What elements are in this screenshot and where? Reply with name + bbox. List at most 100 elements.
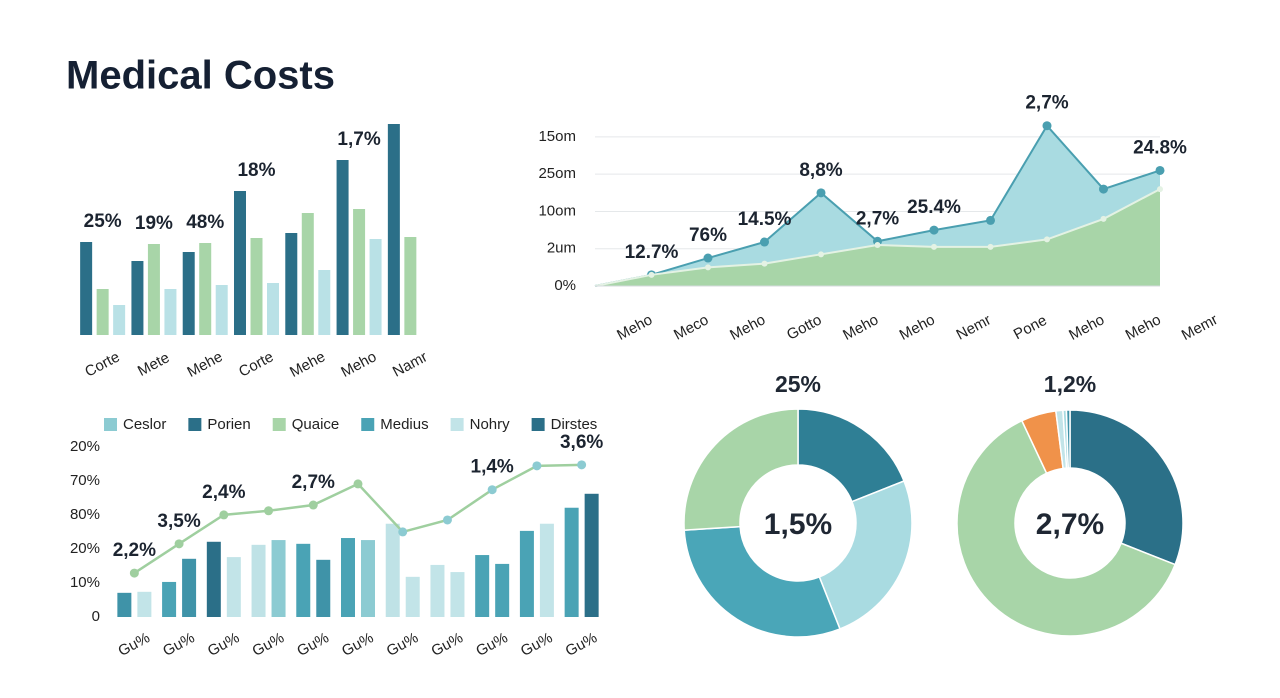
legend-label: Porien — [207, 416, 250, 433]
point — [705, 264, 711, 271]
bar — [234, 191, 246, 335]
bar — [336, 160, 349, 335]
x-tick-label: Corte — [236, 348, 276, 380]
point — [577, 460, 587, 470]
bar — [584, 493, 599, 617]
x-tick-label: Gu% — [115, 629, 152, 660]
legend-label: Dirstes — [551, 416, 598, 433]
x-tick-label: Gu% — [294, 629, 331, 660]
bar — [296, 543, 311, 617]
donut-segment — [1069, 409, 1184, 566]
x-tick-label: Meho — [840, 311, 881, 344]
x-tick-label: Gu% — [563, 629, 600, 660]
bar — [117, 592, 132, 617]
y-tick-label: 10% — [70, 574, 100, 591]
x-tick-label: Gu% — [384, 629, 421, 660]
bar — [316, 559, 331, 617]
point — [129, 568, 139, 578]
bar — [131, 261, 144, 335]
y-tick-label: 70% — [70, 472, 100, 489]
point — [219, 510, 229, 520]
x-tick-label: Gu% — [160, 629, 197, 660]
x-tick-label: Pone — [1011, 312, 1050, 343]
bar — [267, 283, 279, 335]
bar — [206, 541, 221, 617]
x-tick-label: Gu% — [518, 629, 555, 660]
annotation: 8,8% — [799, 160, 842, 181]
bar — [361, 540, 375, 617]
x-tick-label: Meho — [1123, 311, 1164, 344]
y-tick-label: 80% — [70, 506, 100, 523]
annotation: 3,6% — [560, 432, 603, 453]
point — [487, 485, 497, 495]
point — [353, 479, 363, 489]
annotation: 2,7% — [292, 472, 335, 493]
bar — [495, 563, 510, 617]
bar — [519, 530, 534, 617]
x-tick-label: Gotto — [784, 311, 824, 343]
x-tick-label: Mehe — [184, 348, 225, 381]
legend-swatch — [531, 418, 545, 431]
donut-segment — [1065, 409, 1071, 469]
y-tick-label: 2um — [547, 240, 576, 257]
legend-swatch — [450, 418, 464, 431]
bar — [430, 564, 445, 617]
bar — [301, 213, 314, 335]
y-tick-label: 0% — [554, 277, 576, 294]
point — [442, 515, 452, 525]
point — [1099, 184, 1108, 194]
annotation: 48% — [186, 212, 224, 233]
annotation: 1,4% — [471, 457, 514, 478]
bar — [162, 581, 177, 617]
y-tick-label: 25om — [538, 165, 576, 182]
bar — [353, 209, 366, 335]
x-tick-label: Meho — [614, 311, 655, 344]
point — [648, 271, 655, 278]
y-tick-label: 15om — [538, 128, 576, 145]
point — [987, 243, 994, 250]
bar — [341, 538, 355, 617]
donut-segment — [683, 408, 799, 531]
annotation: 25.4% — [907, 197, 961, 218]
point — [532, 461, 542, 471]
x-tick-label: Meho — [727, 311, 768, 344]
point — [308, 500, 318, 510]
y-tick-label: 0 — [92, 608, 100, 625]
point — [929, 225, 939, 235]
x-tick-label: Nemr — [954, 311, 994, 343]
donut-segment — [956, 419, 1177, 637]
x-tick-label: Meho — [1066, 311, 1107, 344]
x-tick-label: Mehe — [287, 348, 328, 381]
area — [595, 189, 1160, 286]
bar — [564, 507, 579, 617]
annotation: 2,7% — [856, 208, 899, 229]
page-title: Medical Costs — [66, 54, 335, 98]
annotation: 12.7% — [625, 242, 679, 263]
point — [398, 527, 408, 537]
bar — [369, 239, 382, 335]
bar — [80, 242, 93, 335]
y-tick-label: 10om — [538, 202, 576, 219]
legend-swatch — [104, 418, 117, 431]
annotation: 2,4% — [202, 482, 245, 503]
donut-center-label: 1,5% — [764, 508, 832, 541]
annotation: 24.8% — [1133, 137, 1187, 158]
x-tick-label: Mete — [135, 349, 172, 380]
bar — [387, 124, 400, 335]
x-tick-label: Gu% — [205, 629, 242, 660]
point — [174, 539, 184, 549]
annotation: 2,2% — [113, 540, 156, 561]
donut-segment — [818, 480, 913, 630]
x-tick-label: Meho — [338, 348, 379, 381]
x-tick-label: Meho — [897, 311, 938, 344]
point — [986, 215, 995, 225]
x-tick-label: Namr — [390, 348, 430, 380]
annotation: 1,7% — [337, 129, 380, 150]
bar — [137, 591, 152, 617]
point — [760, 237, 769, 247]
point — [1042, 121, 1052, 131]
annotation: 14.5% — [738, 209, 792, 230]
x-tick-label: Gu% — [339, 629, 376, 660]
donut-title: 1,2% — [1044, 371, 1096, 397]
x-tick-label: Memr — [1179, 311, 1221, 344]
